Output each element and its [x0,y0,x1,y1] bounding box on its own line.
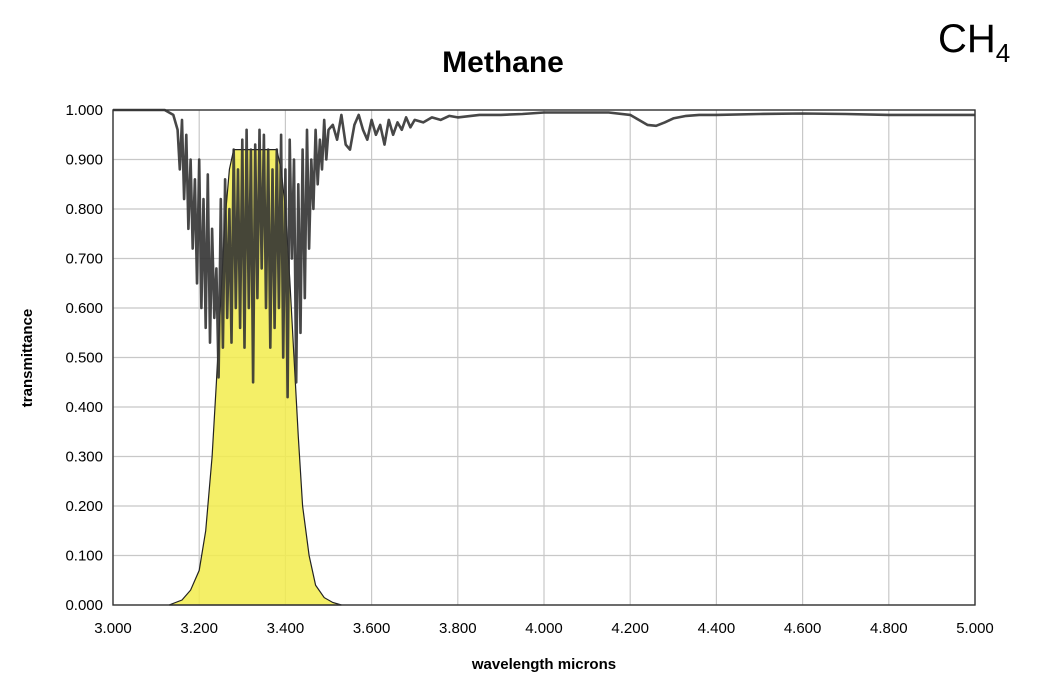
y-tick-label: 0.300 [65,449,103,466]
y-axis-label: transmittance [19,309,36,407]
y-tick-label: 0.200 [65,498,103,515]
x-axis-label: wavelength microns [471,656,616,673]
y-tick-label: 0.100 [65,548,103,565]
x-tick-label: 4.600 [784,620,822,637]
x-tick-label: 3.400 [267,620,305,637]
y-tick-label: 0.000 [65,597,103,614]
x-tick-label: 3.200 [180,620,218,637]
line-layer [113,108,975,399]
x-tick-label: 3.600 [353,620,391,637]
x-tick-label: 3.800 [439,620,477,637]
x-tick-label: 5.000 [956,620,994,637]
x-tick-label: 4.000 [525,620,563,637]
corner-formula-label: CH4 [938,17,1010,68]
chart-title: Methane [442,46,564,79]
y-tick-label: 0.600 [65,300,103,317]
x-tick-label: 4.800 [870,620,908,637]
y-tick-labels: 0.000 0.100 0.200 0.300 0.400 0.500 0.600 0.700… [65,102,103,614]
x-tick-label: 4.200 [611,620,649,637]
formula-subscript: 4 [996,38,1010,68]
x-tick-label: 3.000 [94,620,132,637]
y-tick-label: 0.700 [65,251,103,268]
plot-frame [112,109,976,606]
y-tick-label: 0.500 [65,350,103,367]
y-tick-label: 1.000 [65,102,103,119]
x-tick-label: 4.400 [698,620,736,637]
y-tick-label: 0.800 [65,201,103,218]
y-tick-label: 0.900 [65,152,103,169]
x-tick-labels: 3.000 3.200 3.400 3.600 3.800 4.000 4.200 4.400… [94,620,994,637]
formula-main: CH [938,17,996,61]
y-tick-label: 0.400 [65,399,103,416]
transmittance-line [113,108,975,399]
